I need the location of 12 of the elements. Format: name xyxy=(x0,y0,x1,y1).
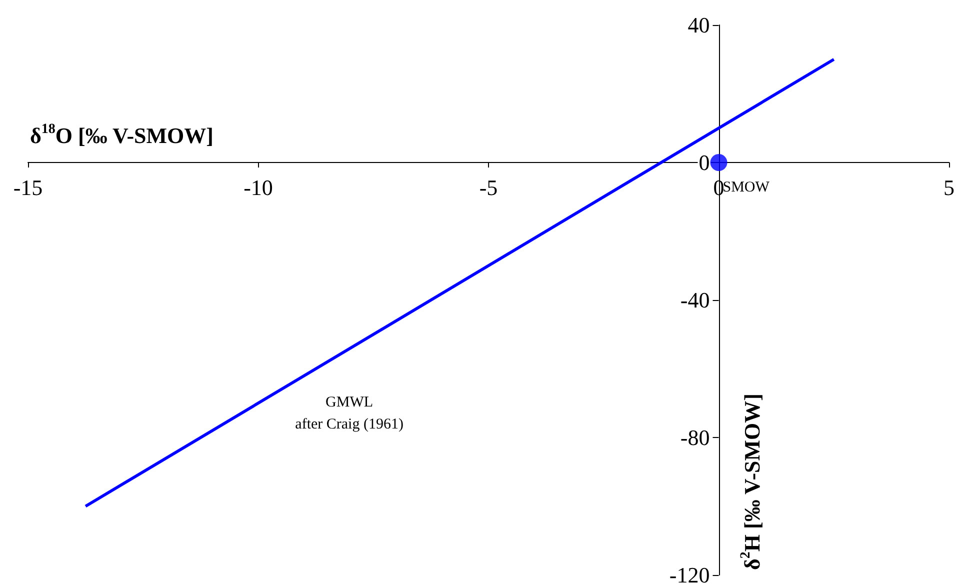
annotation: SMOW xyxy=(722,180,770,196)
annotation: GMWL after Craig (1961) xyxy=(295,394,404,432)
y-tick-label: -40 xyxy=(680,288,710,312)
x-tick-label: -5 xyxy=(479,175,498,200)
x-tick-label: -10 xyxy=(244,175,273,200)
x-tick-label: 5 xyxy=(944,175,954,200)
y-tick-label: 0 xyxy=(698,150,710,175)
y-tick-label: 40 xyxy=(688,12,710,38)
y-tick-label: -120 xyxy=(669,562,710,584)
y-axis-title: δ2H [‰ V-SMOW] xyxy=(738,394,764,570)
x-tick-label: -15 xyxy=(13,175,43,200)
y-tick-label: -80 xyxy=(680,425,710,450)
